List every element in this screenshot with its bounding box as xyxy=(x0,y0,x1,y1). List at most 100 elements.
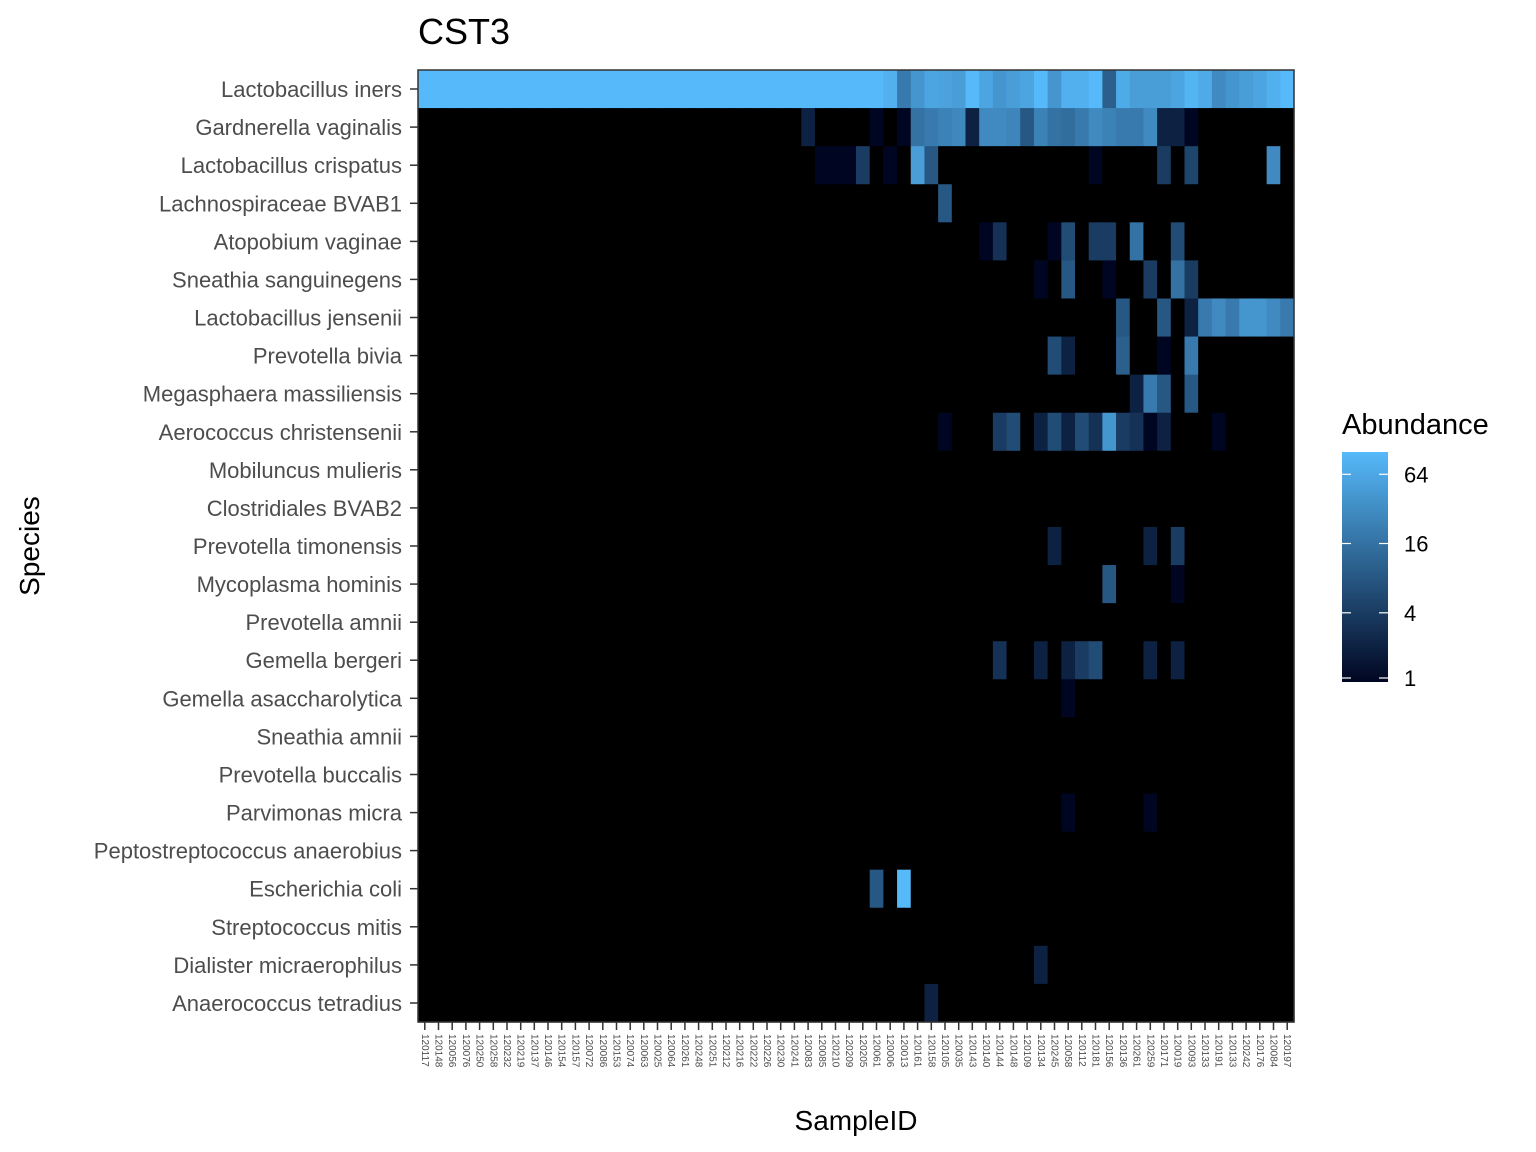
heatmap-cell xyxy=(486,298,501,338)
heatmap-cell xyxy=(828,679,843,718)
heatmap-cell xyxy=(418,755,433,795)
heatmap-cell xyxy=(965,336,980,376)
heatmap-cell xyxy=(595,717,611,757)
heatmap-cell xyxy=(1266,565,1281,604)
heatmap-cell xyxy=(1198,907,1213,947)
x-tick-label: 120230 xyxy=(775,1034,786,1068)
heatmap-cell xyxy=(1102,146,1117,185)
heatmap-cell xyxy=(705,336,720,376)
heatmap-cell xyxy=(965,222,980,261)
heatmap-cell xyxy=(623,755,638,795)
heatmap-cell xyxy=(883,945,898,985)
heatmap-cell xyxy=(1116,488,1131,528)
heatmap-cell xyxy=(472,983,488,1023)
heatmap-cell xyxy=(732,450,748,490)
heatmap-cell xyxy=(1020,336,1035,376)
heatmap-cell xyxy=(1143,184,1158,223)
heatmap-cell xyxy=(445,184,460,223)
heatmap-cell xyxy=(554,298,570,338)
heatmap-cell xyxy=(1061,983,1076,1023)
heatmap-cell xyxy=(1239,907,1254,947)
heatmap-cell xyxy=(445,222,460,261)
heatmap-cell xyxy=(869,641,884,680)
heatmap-cell xyxy=(1129,70,1145,109)
heatmap-cell xyxy=(582,526,597,566)
heatmap-cell xyxy=(1225,70,1240,109)
heatmap-cell xyxy=(623,717,638,757)
heatmap-cell xyxy=(910,260,926,300)
heatmap-cell xyxy=(1020,374,1035,414)
heatmap-cell xyxy=(1061,907,1076,947)
heatmap-cell xyxy=(910,108,926,147)
heatmap-cell xyxy=(814,450,830,490)
heatmap-cell xyxy=(883,412,898,452)
heatmap-cell xyxy=(554,70,570,109)
x-tick-label: 120105 xyxy=(939,1034,950,1068)
heatmap-cell xyxy=(527,108,542,147)
heatmap-cell xyxy=(1088,222,1103,261)
heatmap-cell xyxy=(924,298,939,338)
heatmap-cell xyxy=(650,260,665,300)
heatmap-cell xyxy=(760,679,775,718)
heatmap-cell xyxy=(910,565,926,604)
heatmap-cell xyxy=(418,565,433,604)
heatmap-cell xyxy=(486,488,501,528)
heatmap-cell xyxy=(705,945,720,985)
heatmap-cell xyxy=(1157,184,1172,223)
heatmap-cell xyxy=(924,831,939,871)
heatmap-cell xyxy=(568,374,583,414)
heatmap-cell xyxy=(883,565,898,604)
heatmap-cell xyxy=(1184,869,1199,909)
x-tick-label: 120072 xyxy=(583,1034,594,1068)
heatmap-cell xyxy=(691,679,707,718)
heatmap-cell xyxy=(1198,450,1213,490)
heatmap-cell xyxy=(1252,70,1268,109)
heatmap-cell xyxy=(1075,260,1090,300)
heatmap-cell xyxy=(951,108,967,147)
heatmap-cell xyxy=(842,641,857,680)
heatmap-cell xyxy=(705,603,720,642)
heatmap-cell xyxy=(842,907,857,947)
heatmap-cell xyxy=(527,222,542,261)
heatmap-cell xyxy=(459,222,474,261)
x-tick-label: 120242 xyxy=(1240,1034,1251,1068)
heatmap-cell xyxy=(1252,412,1268,452)
heatmap-cell xyxy=(500,108,515,147)
heatmap-cell xyxy=(992,755,1008,795)
heatmap-cell xyxy=(869,336,884,376)
x-axis-tick-labels: 120117 120148 120056 120076 120250 120258 1202… xyxy=(419,1034,1292,1068)
heatmap-cell xyxy=(1061,184,1076,223)
heatmap-cell xyxy=(1184,336,1199,376)
heatmap-cell xyxy=(760,488,775,528)
heatmap-cell xyxy=(965,526,980,566)
heatmap-cell xyxy=(773,70,789,109)
heatmap-cell xyxy=(691,831,707,871)
heatmap-cell xyxy=(1170,679,1186,718)
heatmap-cell xyxy=(691,907,707,947)
heatmap-cell xyxy=(938,108,953,147)
heatmap-cell xyxy=(418,869,433,909)
heatmap-cell xyxy=(582,755,597,795)
heatmap-cell xyxy=(814,526,830,566)
heatmap-cell xyxy=(1225,869,1240,909)
heatmap-cell xyxy=(1266,717,1281,757)
heatmap-cell xyxy=(1225,146,1240,185)
heatmap-cell xyxy=(1211,983,1227,1023)
y-tick-label: Gemella asaccharolytica xyxy=(162,686,402,711)
heatmap-cell xyxy=(1198,108,1213,147)
heatmap-cell xyxy=(801,755,816,795)
heatmap-cell xyxy=(541,450,556,490)
heatmap-cell xyxy=(951,831,967,871)
heatmap-cell xyxy=(1280,70,1295,109)
heatmap-cell xyxy=(1061,831,1076,871)
heatmap-cell xyxy=(1143,222,1158,261)
heatmap-cell xyxy=(541,983,556,1023)
heatmap-cell xyxy=(595,260,611,300)
heatmap-cell xyxy=(527,488,542,528)
heatmap-cell xyxy=(897,717,912,757)
heatmap-cell xyxy=(787,488,802,528)
heatmap-cell xyxy=(500,374,515,414)
heatmap-cell xyxy=(1061,374,1076,414)
heatmap-cell xyxy=(787,603,802,642)
x-tick-label: 120250 xyxy=(474,1034,485,1068)
